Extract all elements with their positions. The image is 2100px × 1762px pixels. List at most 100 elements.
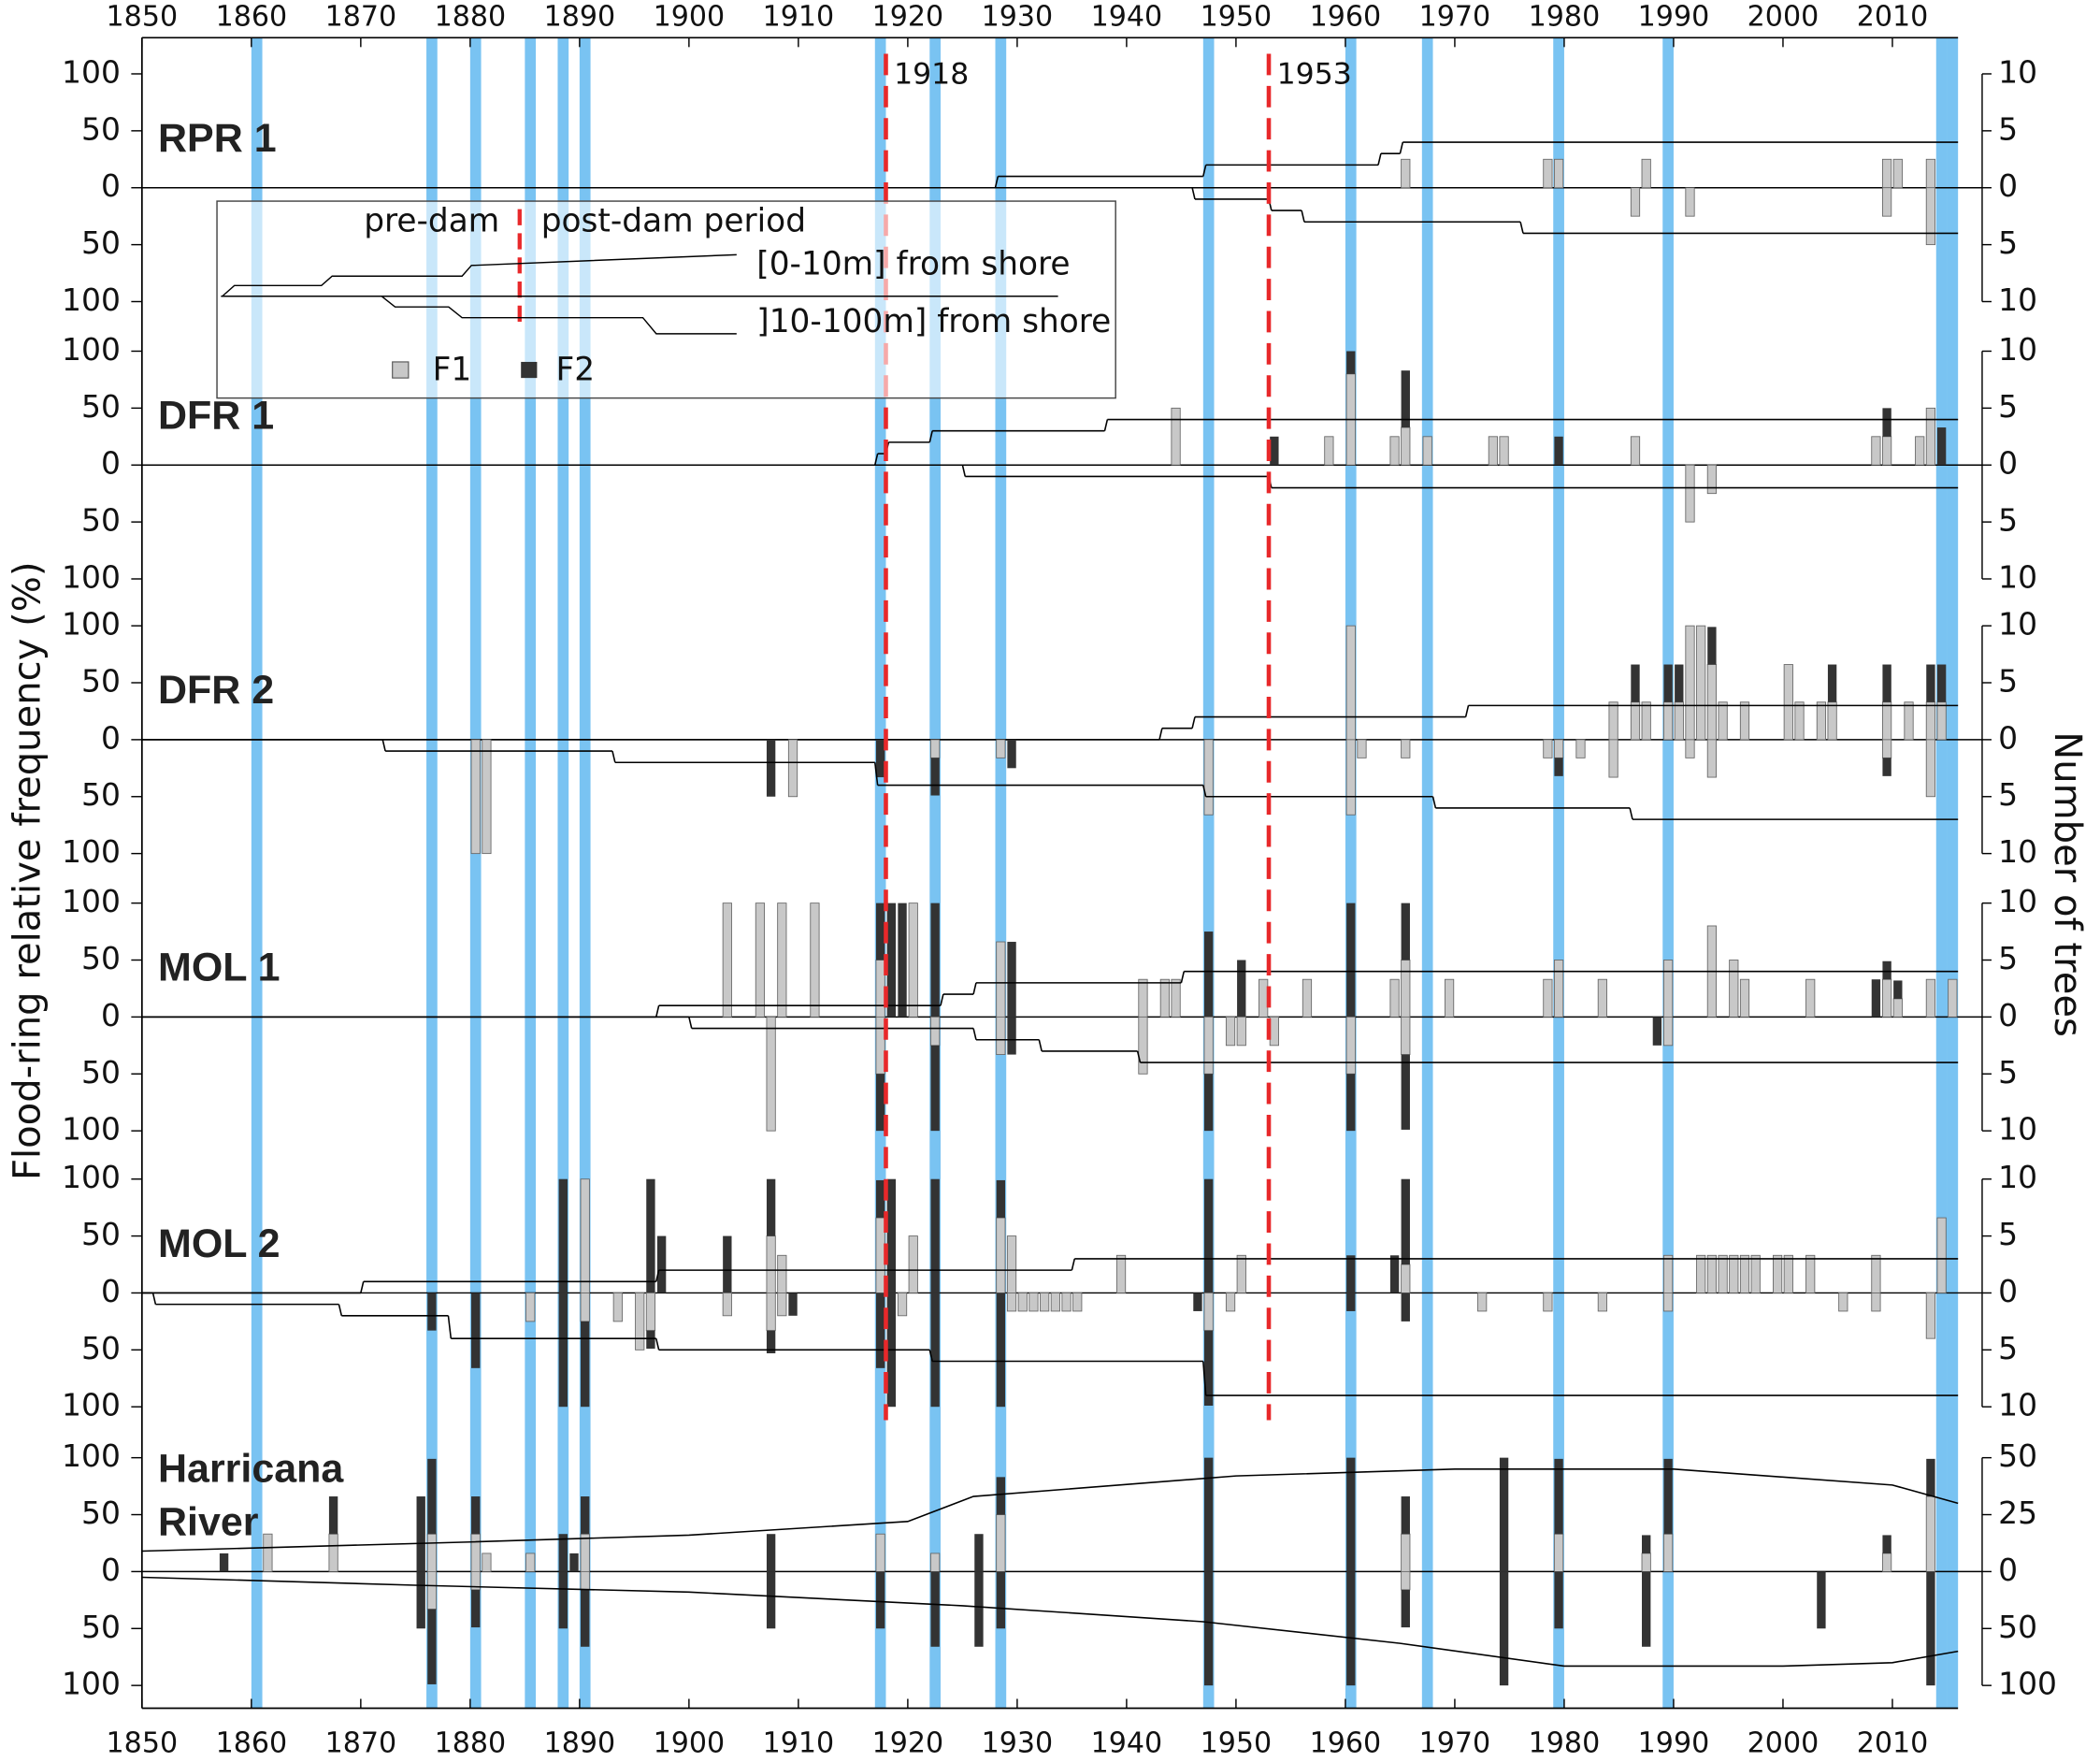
- bar-f1: [1389, 436, 1400, 466]
- y-tick-label: 100: [62, 53, 121, 90]
- bar-f2: [427, 1609, 437, 1684]
- bar-f2: [875, 739, 885, 778]
- bar-f1: [1882, 978, 1892, 1018]
- bar-f2: [1554, 758, 1563, 776]
- bar-f2: [558, 1571, 568, 1629]
- bar-f1: [1662, 1016, 1674, 1047]
- y-tick-label: 50: [81, 1609, 121, 1645]
- legend-near-line: [222, 253, 737, 297]
- bar-f1: [722, 903, 732, 1018]
- bar-f1: [1259, 978, 1269, 1018]
- bar-f2: [1663, 1458, 1673, 1535]
- bar-f1: [1236, 1254, 1246, 1293]
- bar-f1: [777, 1254, 787, 1293]
- bar-f2: [1007, 1017, 1016, 1055]
- flood-year-band: [579, 37, 591, 1709]
- flood-year-band: [995, 37, 1007, 1709]
- bar-f1: [1871, 436, 1881, 466]
- bar-f1: [1915, 436, 1925, 466]
- step-riser: [1377, 153, 1382, 166]
- y-tick-label: 50: [81, 388, 121, 425]
- bar-f2: [219, 1553, 229, 1572]
- x-tick-label: 1940: [1091, 0, 1163, 33]
- bar-f1: [1936, 701, 1947, 741]
- legend-far-line: [381, 296, 737, 335]
- bar-f2: [1882, 758, 1891, 776]
- step-riser: [1038, 1039, 1043, 1052]
- step-riser: [1202, 785, 1207, 797]
- y2-tick-label: 5: [1998, 388, 2018, 425]
- x-tick-label: 1890: [544, 1727, 616, 1760]
- y-tick-label: 50: [81, 110, 121, 147]
- bar-f1: [1925, 1293, 1936, 1339]
- bar-f1: [1575, 739, 1586, 758]
- y2-tick-label: 10: [1998, 282, 2037, 318]
- bar-f2: [766, 1330, 776, 1353]
- bar-f1: [1499, 436, 1509, 466]
- bar-f1: [1739, 701, 1750, 741]
- bar-f2: [1642, 1535, 1651, 1553]
- y-tick-label: 100: [62, 1111, 121, 1148]
- bar-f2: [996, 1477, 1006, 1515]
- y2-tick-label: 0: [1998, 1273, 2018, 1309]
- bar-f1: [1072, 1293, 1083, 1312]
- y-tick-label: 0: [101, 1273, 121, 1309]
- bar-f1: [1641, 701, 1651, 741]
- bar-f1: [1718, 701, 1728, 741]
- bar-f2: [1203, 1571, 1214, 1686]
- bar-f1: [766, 1293, 776, 1332]
- bar-f2: [766, 739, 776, 797]
- bar-f1: [1685, 625, 1695, 741]
- bar-f1: [1006, 1293, 1017, 1312]
- bar-f1: [1006, 1235, 1017, 1293]
- x-tick-label: 1870: [325, 1727, 397, 1760]
- bar-f1: [777, 903, 787, 1018]
- panel-title: RPR 1: [158, 116, 277, 162]
- bar-f1: [875, 1533, 885, 1572]
- bar-f1: [1345, 625, 1356, 741]
- bar-f2: [1203, 1178, 1214, 1293]
- bar-f1: [1729, 1254, 1739, 1293]
- step-riser: [961, 465, 967, 477]
- x-tick-label: 1880: [435, 1727, 507, 1760]
- bar-f1: [1401, 1016, 1411, 1055]
- legend-swatch: [521, 361, 538, 379]
- bar-f1: [1696, 1254, 1706, 1293]
- panel-title: DFR 1: [158, 394, 275, 439]
- y2-tick-label: 0: [1998, 167, 2018, 204]
- bar-f1: [1630, 187, 1641, 217]
- bar-f2: [875, 1571, 885, 1629]
- panel-title: MOL 2: [158, 1221, 280, 1266]
- bar-f1: [1236, 1016, 1246, 1047]
- step-riser: [1180, 971, 1186, 984]
- step-riser: [447, 1315, 453, 1339]
- panel-title-box: MOL 2: [158, 1221, 280, 1266]
- bar-f2: [1663, 664, 1673, 702]
- y2-tick-label: 10: [1998, 53, 2037, 90]
- bar-f2: [558, 1293, 568, 1408]
- step-riser: [1202, 1361, 1207, 1396]
- bar-f2: [558, 1534, 568, 1572]
- bar-f1: [1882, 739, 1892, 758]
- bar-f1: [1892, 998, 1903, 1018]
- legend-far-label: ]10-100m] from shore: [756, 303, 1111, 340]
- bar-f2: [1346, 1571, 1356, 1686]
- bar-f1: [810, 903, 820, 1018]
- bar-f1: [930, 739, 941, 758]
- step-riser: [994, 176, 1000, 188]
- bar-f2: [1401, 1496, 1410, 1535]
- bar-f1: [1225, 1016, 1236, 1047]
- bar-f1: [875, 1217, 885, 1293]
- y2-tick-label: 50: [1998, 1609, 2037, 1645]
- bar-f1: [1630, 436, 1641, 466]
- step-riser: [874, 453, 879, 466]
- bar-f2: [1554, 1571, 1563, 1629]
- x-tick-label: 2010: [1857, 0, 1929, 33]
- y2-tick-label: 5: [1998, 110, 2018, 147]
- y-tick-label: 50: [81, 224, 121, 261]
- bar-f2: [1401, 1293, 1410, 1322]
- y2-axis-title: Number of trees: [2046, 731, 2089, 1037]
- flood-year-band: [525, 37, 537, 1709]
- step-riser: [972, 982, 977, 995]
- x-tick-label: 1920: [872, 0, 944, 33]
